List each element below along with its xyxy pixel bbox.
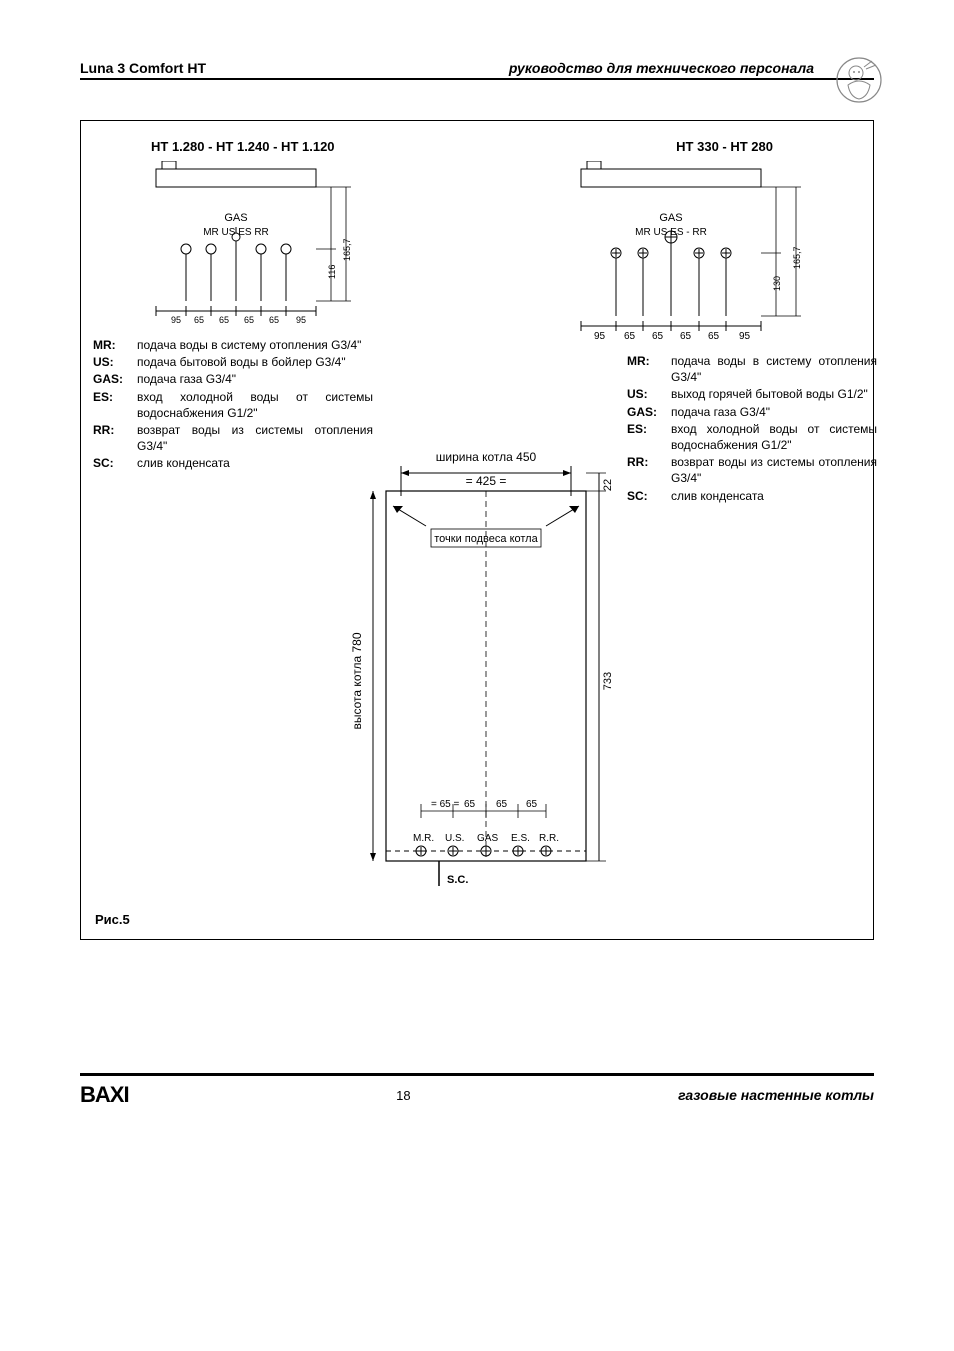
svg-text:95: 95 [594, 331, 606, 341]
right-model-title: HT 330 - HT 280 [676, 139, 773, 154]
figure-label: Рис.5 [95, 912, 130, 927]
page: Luna 3 Comfort HT руководство для технич… [80, 60, 874, 940]
svg-text:65: 65 [496, 799, 508, 810]
page-number: 18 [396, 1088, 410, 1103]
center-dimensional-diagram: ширина котла 450 = 425 = точки подвеса к… [331, 451, 641, 911]
svg-text:= 425 =: = 425 = [466, 474, 507, 488]
svg-text:65: 65 [219, 315, 229, 325]
svg-text:65: 65 [652, 331, 664, 341]
svg-text:GAS: GAS [477, 833, 498, 844]
svg-text:= 65 =: = 65 = [431, 799, 460, 810]
svg-text:65: 65 [194, 315, 204, 325]
product-name: Luna 3 Comfort HT [80, 60, 206, 76]
mascot-svg [834, 55, 884, 105]
svg-text:высота котла 780: высота котла 780 [350, 632, 364, 729]
figure-box: HT 1.280 - HT 1.240 - HT 1.120 HT 330 - … [80, 120, 874, 940]
svg-text:116: 116 [327, 265, 337, 279]
left-model-title: HT 1.280 - HT 1.240 - HT 1.120 [151, 139, 335, 154]
svg-text:65: 65 [680, 331, 692, 341]
svg-text:65: 65 [464, 799, 476, 810]
svg-text:GAS: GAS [659, 212, 682, 224]
svg-text:733: 733 [602, 672, 614, 690]
svg-text:65: 65 [269, 315, 279, 325]
brand-logo: BAXI [80, 1082, 129, 1108]
header-subtitle: руководство для технического персонала [509, 60, 874, 76]
svg-text:R.R.: R.R. [539, 833, 559, 844]
svg-text:GAS: GAS [224, 212, 247, 224]
svg-text:65: 65 [708, 331, 720, 341]
legend-right: MR:подача воды в систему отопления G3/4"… [627, 353, 877, 505]
svg-text:130: 130 [772, 276, 782, 291]
brand-mascot-icon [834, 55, 884, 105]
footer: BAXI 18 газовые настенные котлы [80, 1073, 874, 1108]
svg-text:ширина котла 450: ширина котла 450 [436, 451, 537, 464]
left-connections-diagram: GAS MR US ES RR 95 [136, 161, 376, 331]
svg-text:E.S.: E.S. [511, 833, 530, 844]
footer-tagline: газовые настенные котлы [678, 1087, 874, 1103]
svg-text:165,7: 165,7 [342, 238, 352, 261]
svg-text:65: 65 [624, 331, 636, 341]
right-connections-diagram: GAS MR US ES - RR [561, 161, 831, 341]
svg-text:165,7: 165,7 [792, 246, 802, 269]
svg-text:95: 95 [296, 315, 306, 325]
svg-text:M.R.: M.R. [413, 833, 434, 844]
svg-text:22: 22 [602, 479, 614, 491]
svg-text:65: 65 [244, 315, 254, 325]
svg-text:U.S.: U.S. [445, 833, 464, 844]
svg-text:95: 95 [739, 331, 751, 341]
svg-text:S.С.: S.С. [447, 874, 468, 886]
svg-text:65: 65 [526, 799, 538, 810]
header: Luna 3 Comfort HT руководство для технич… [80, 60, 874, 80]
svg-text:95: 95 [171, 315, 181, 325]
svg-text:точки подвеса котла: точки подвеса котла [434, 533, 538, 545]
